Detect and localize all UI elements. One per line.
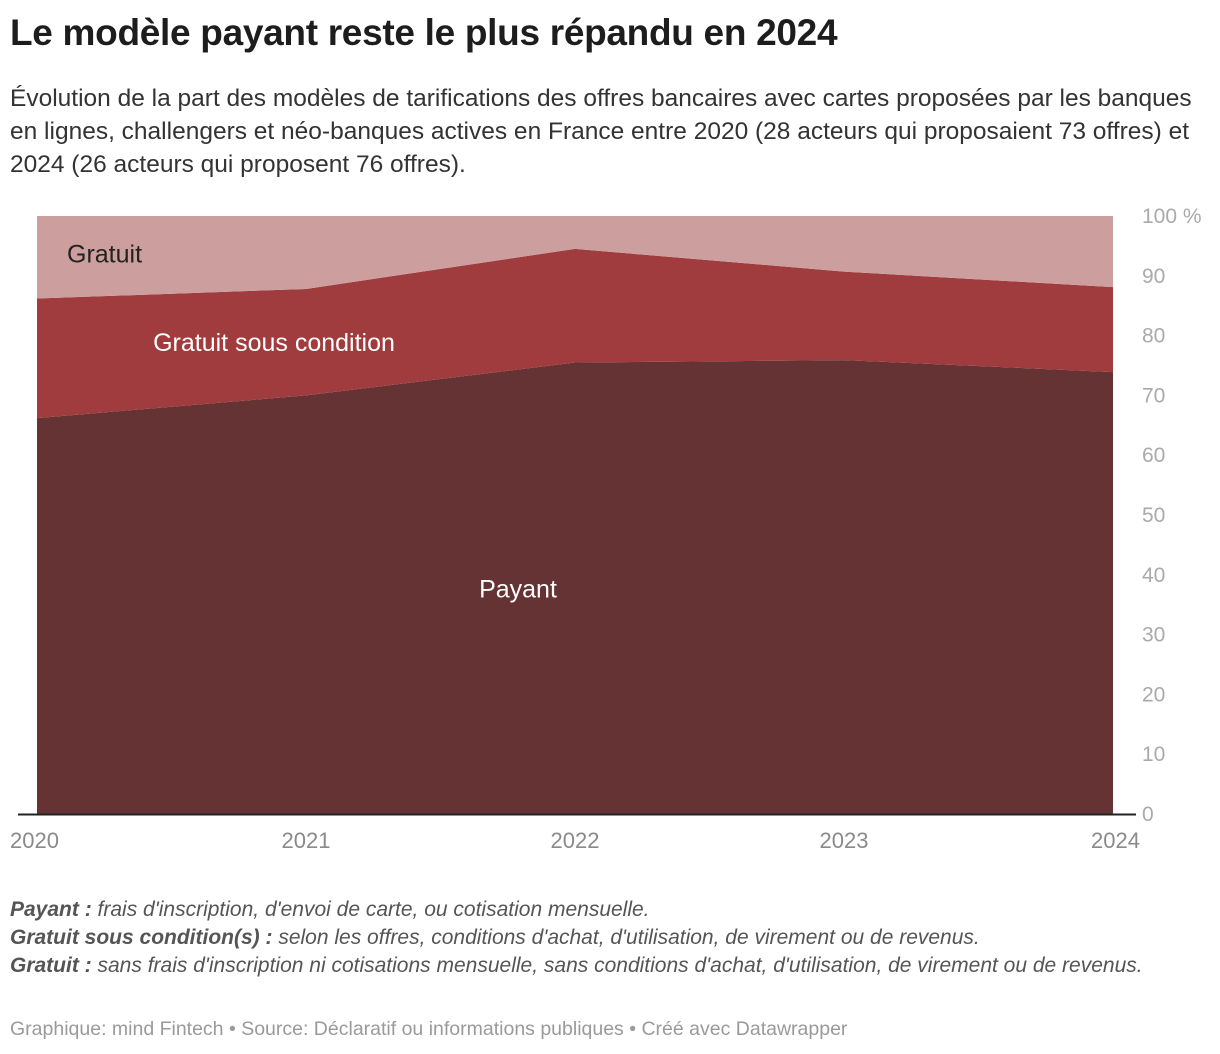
y-tick-label: 100 % (1142, 205, 1202, 228)
y-tick-label: 50 (1142, 504, 1165, 527)
y-tick-label: 60 (1142, 444, 1165, 467)
y-tick-label: 40 (1142, 564, 1165, 587)
area-gratuit (37, 216, 1113, 299)
note-text: selon les offres, conditions d'achat, d'… (272, 926, 980, 949)
y-tick-label: 30 (1142, 624, 1165, 647)
y-axis: 0 10 20 30 40 50 60 70 80 90 100 % (1142, 205, 1202, 826)
definitions-notes: Payant : frais d'inscription, d'envoi de… (10, 896, 1205, 980)
x-tick-label: 2023 (820, 828, 869, 853)
y-tick-label: 90 (1142, 265, 1165, 288)
chart-title: Le modèle payant reste le plus répandu e… (10, 12, 838, 53)
y-tick-label: 20 (1142, 683, 1165, 706)
note-term: Gratuit sous condition(s) : (10, 926, 273, 949)
y-tick-label: 80 (1142, 325, 1165, 348)
source-footer: Graphique: mind Fintech • Source: Déclar… (10, 1018, 848, 1040)
x-tick-label: 2021 (282, 828, 331, 853)
x-tick-label: 2024 (1091, 828, 1140, 853)
y-tick-label: 70 (1142, 384, 1165, 407)
note-gratuit: Gratuit : sans frais d'inscription ni co… (10, 952, 1205, 980)
area-payant (37, 360, 1113, 814)
x-tick-label: 2022 (551, 828, 600, 853)
note-term: Payant : (10, 898, 92, 921)
area-gratuit-sous-condition (37, 248, 1113, 419)
area-labels: Payant Gratuit sous condition Gratuit (67, 240, 557, 603)
area-label-payant: Payant (479, 575, 557, 603)
note-payant: Payant : frais d'inscription, d'envoi de… (10, 896, 1205, 924)
chart-subtitle: Évolution de la part des modèles de tari… (10, 85, 1192, 178)
x-axis: 2020 2021 2022 2023 2024 (10, 828, 1140, 853)
area-label-gratuit-sous-condition: Gratuit sous condition (153, 329, 395, 357)
note-term: Gratuit : (10, 954, 92, 977)
y-tick-label: 10 (1142, 743, 1165, 766)
y-tick-label: 0 (1142, 803, 1154, 826)
area-label-gratuit: Gratuit (67, 240, 142, 268)
x-tick-label: 2020 (10, 828, 59, 853)
note-gratuit-sous-condition: Gratuit sous condition(s) : selon les of… (10, 924, 1205, 952)
note-text: sans frais d'inscription ni cotisations … (91, 954, 1143, 977)
note-text: frais d'inscription, d'envoi de carte, o… (91, 898, 650, 921)
area-layer (18, 216, 1136, 816)
